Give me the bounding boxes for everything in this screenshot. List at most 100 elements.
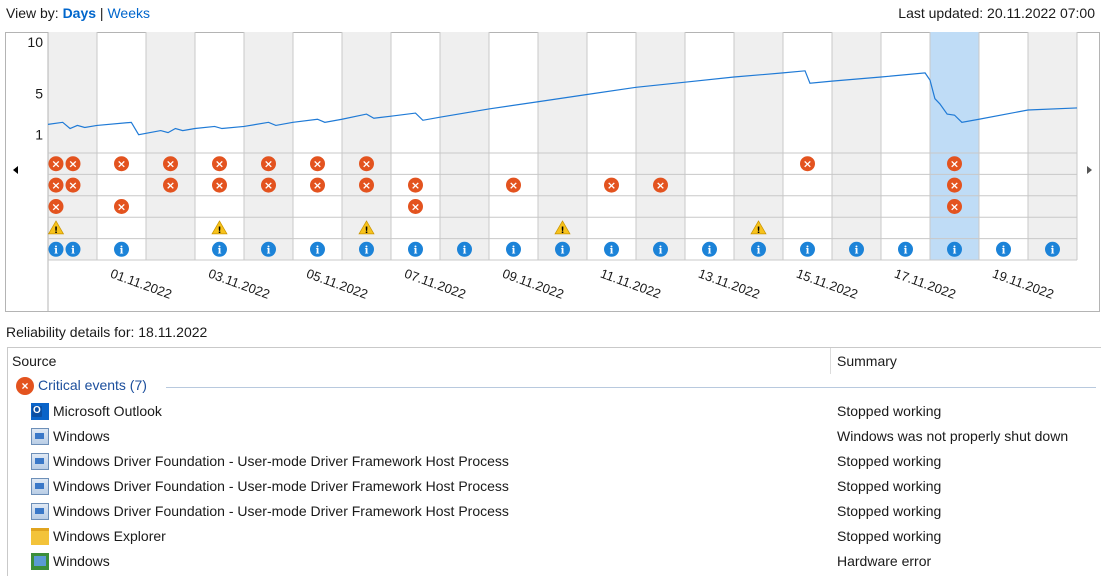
critical-event-marker[interactable]	[48, 177, 64, 193]
table-row[interactable]: Microsoft Outlook Stopped working	[8, 400, 1101, 425]
critical-x-icon: ×	[51, 201, 60, 214]
day-column[interactable]	[930, 32, 979, 260]
info-event-marker[interactable]	[48, 241, 64, 257]
critical-event-marker[interactable]	[163, 177, 178, 193]
table-row[interactable]: Windows Driver Foundation - User-mode Dr…	[8, 450, 1101, 475]
critical-event-marker[interactable]	[114, 156, 129, 172]
info-icon: i	[218, 245, 222, 256]
info-event-marker[interactable]	[849, 241, 864, 257]
critical-event-marker[interactable]	[65, 177, 81, 193]
y-tick-label: 10	[27, 34, 43, 50]
warning-icon: !	[54, 226, 58, 236]
critical-event-marker[interactable]	[359, 156, 374, 172]
critical-event-marker[interactable]	[48, 156, 64, 172]
critical-event-marker[interactable]	[947, 156, 962, 172]
info-icon: i	[463, 245, 467, 256]
critical-x-icon: ×	[411, 201, 420, 214]
critical-event-marker[interactable]	[261, 177, 276, 193]
critical-x-icon: ×	[607, 179, 616, 192]
day-column[interactable]	[440, 32, 489, 260]
view-by-label: View by:	[6, 5, 59, 21]
critical-event-marker[interactable]	[506, 177, 521, 193]
info-icon: i	[414, 245, 418, 256]
critical-x-icon: ×	[362, 158, 371, 171]
info-icon: i	[610, 245, 614, 256]
critical-event-marker[interactable]	[653, 177, 668, 193]
details-label: Reliability details for: 18.11.2022	[6, 324, 208, 340]
info-icon: i	[365, 245, 369, 256]
critical-event-marker[interactable]	[212, 177, 227, 193]
critical-event-marker[interactable]	[261, 156, 276, 172]
info-event-marker[interactable]	[800, 241, 815, 257]
critical-events-group[interactable]: × Critical events (7)	[16, 376, 1096, 398]
days-link[interactable]: Days	[62, 5, 97, 21]
info-icon: i	[54, 245, 58, 256]
day-column[interactable]	[146, 32, 195, 260]
info-event-marker[interactable]	[555, 241, 570, 257]
window-icon	[31, 453, 49, 470]
critical-event-marker[interactable]	[163, 156, 178, 172]
day-column[interactable]	[636, 32, 685, 260]
info-event-marker[interactable]	[1045, 241, 1060, 257]
critical-event-marker[interactable]	[310, 156, 325, 172]
info-event-marker[interactable]	[702, 241, 717, 257]
stability-index-line	[47, 70, 1078, 136]
table-row[interactable]: Windows Hardware error	[8, 550, 1101, 575]
info-event-marker[interactable]	[408, 241, 423, 257]
column-summary-header[interactable]: Summary	[830, 348, 897, 374]
row-summary: Stopped working	[837, 478, 942, 494]
info-event-marker[interactable]	[261, 241, 276, 257]
scroll-right-icon[interactable]	[1087, 166, 1092, 174]
table-row[interactable]: Windows Windows was not properly shut dow…	[8, 425, 1101, 450]
critical-event-marker[interactable]	[212, 156, 227, 172]
warning-event-marker[interactable]	[358, 220, 375, 235]
critical-x-icon: ×	[51, 179, 60, 192]
table-row[interactable]: Windows Explorer Stopped working	[8, 525, 1101, 550]
info-event-marker[interactable]	[751, 241, 766, 257]
row-source: Windows Driver Foundation - User-mode Dr…	[53, 453, 509, 469]
y-tick-label: 1	[35, 127, 43, 143]
info-event-marker[interactable]	[898, 241, 913, 257]
warning-event-marker[interactable]	[47, 220, 65, 235]
info-event-marker[interactable]	[604, 241, 619, 257]
critical-icon: ×	[16, 377, 34, 395]
info-event-marker[interactable]	[114, 241, 129, 257]
info-event-marker[interactable]	[996, 241, 1011, 257]
info-event-marker[interactable]	[653, 241, 668, 257]
critical-event-marker[interactable]	[408, 177, 423, 193]
info-event-marker[interactable]	[457, 241, 472, 257]
critical-event-marker[interactable]	[310, 177, 325, 193]
day-column[interactable]	[1028, 32, 1077, 260]
info-icon: i	[708, 245, 712, 256]
info-event-marker[interactable]	[65, 241, 81, 257]
info-event-marker[interactable]	[310, 241, 325, 257]
reliability-chart[interactable]: 10 5 1 × × × × × × × × × × × × × × × × × × × × × × × × × ×!!!! ! i i i i i…	[5, 32, 1100, 312]
critical-event-marker[interactable]	[65, 156, 81, 172]
critical-event-marker[interactable]	[604, 177, 619, 193]
critical-event-marker[interactable]	[359, 177, 374, 193]
column-source-header[interactable]: Source	[12, 353, 57, 369]
warning-event-marker[interactable]	[750, 220, 767, 235]
warning-event-marker[interactable]	[554, 220, 571, 235]
critical-event-marker[interactable]	[947, 177, 962, 193]
table-row[interactable]: Windows Driver Foundation - User-mode Dr…	[8, 500, 1101, 525]
row-summary: Stopped working	[837, 403, 942, 419]
critical-event-marker[interactable]	[48, 199, 64, 214]
critical-event-marker[interactable]	[114, 199, 129, 214]
y-tick-label: 5	[35, 86, 43, 102]
row-source: Windows Driver Foundation - User-mode Dr…	[53, 478, 509, 494]
critical-event-marker[interactable]	[800, 156, 815, 172]
critical-event-marker[interactable]	[947, 199, 962, 214]
info-event-marker[interactable]	[359, 241, 374, 257]
scroll-left-icon[interactable]	[13, 166, 18, 174]
weeks-link[interactable]: Weeks	[107, 5, 150, 21]
warning-event-marker[interactable]	[211, 220, 228, 235]
info-event-marker[interactable]	[947, 241, 962, 257]
table-row[interactable]: Windows Driver Foundation - User-mode Dr…	[8, 475, 1101, 500]
info-event-marker[interactable]	[506, 241, 521, 257]
info-event-marker[interactable]	[212, 241, 227, 257]
day-column[interactable]	[832, 32, 881, 260]
critical-x-icon: ×	[68, 158, 77, 171]
critical-event-marker[interactable]	[408, 199, 423, 214]
day-column[interactable]	[244, 32, 293, 260]
